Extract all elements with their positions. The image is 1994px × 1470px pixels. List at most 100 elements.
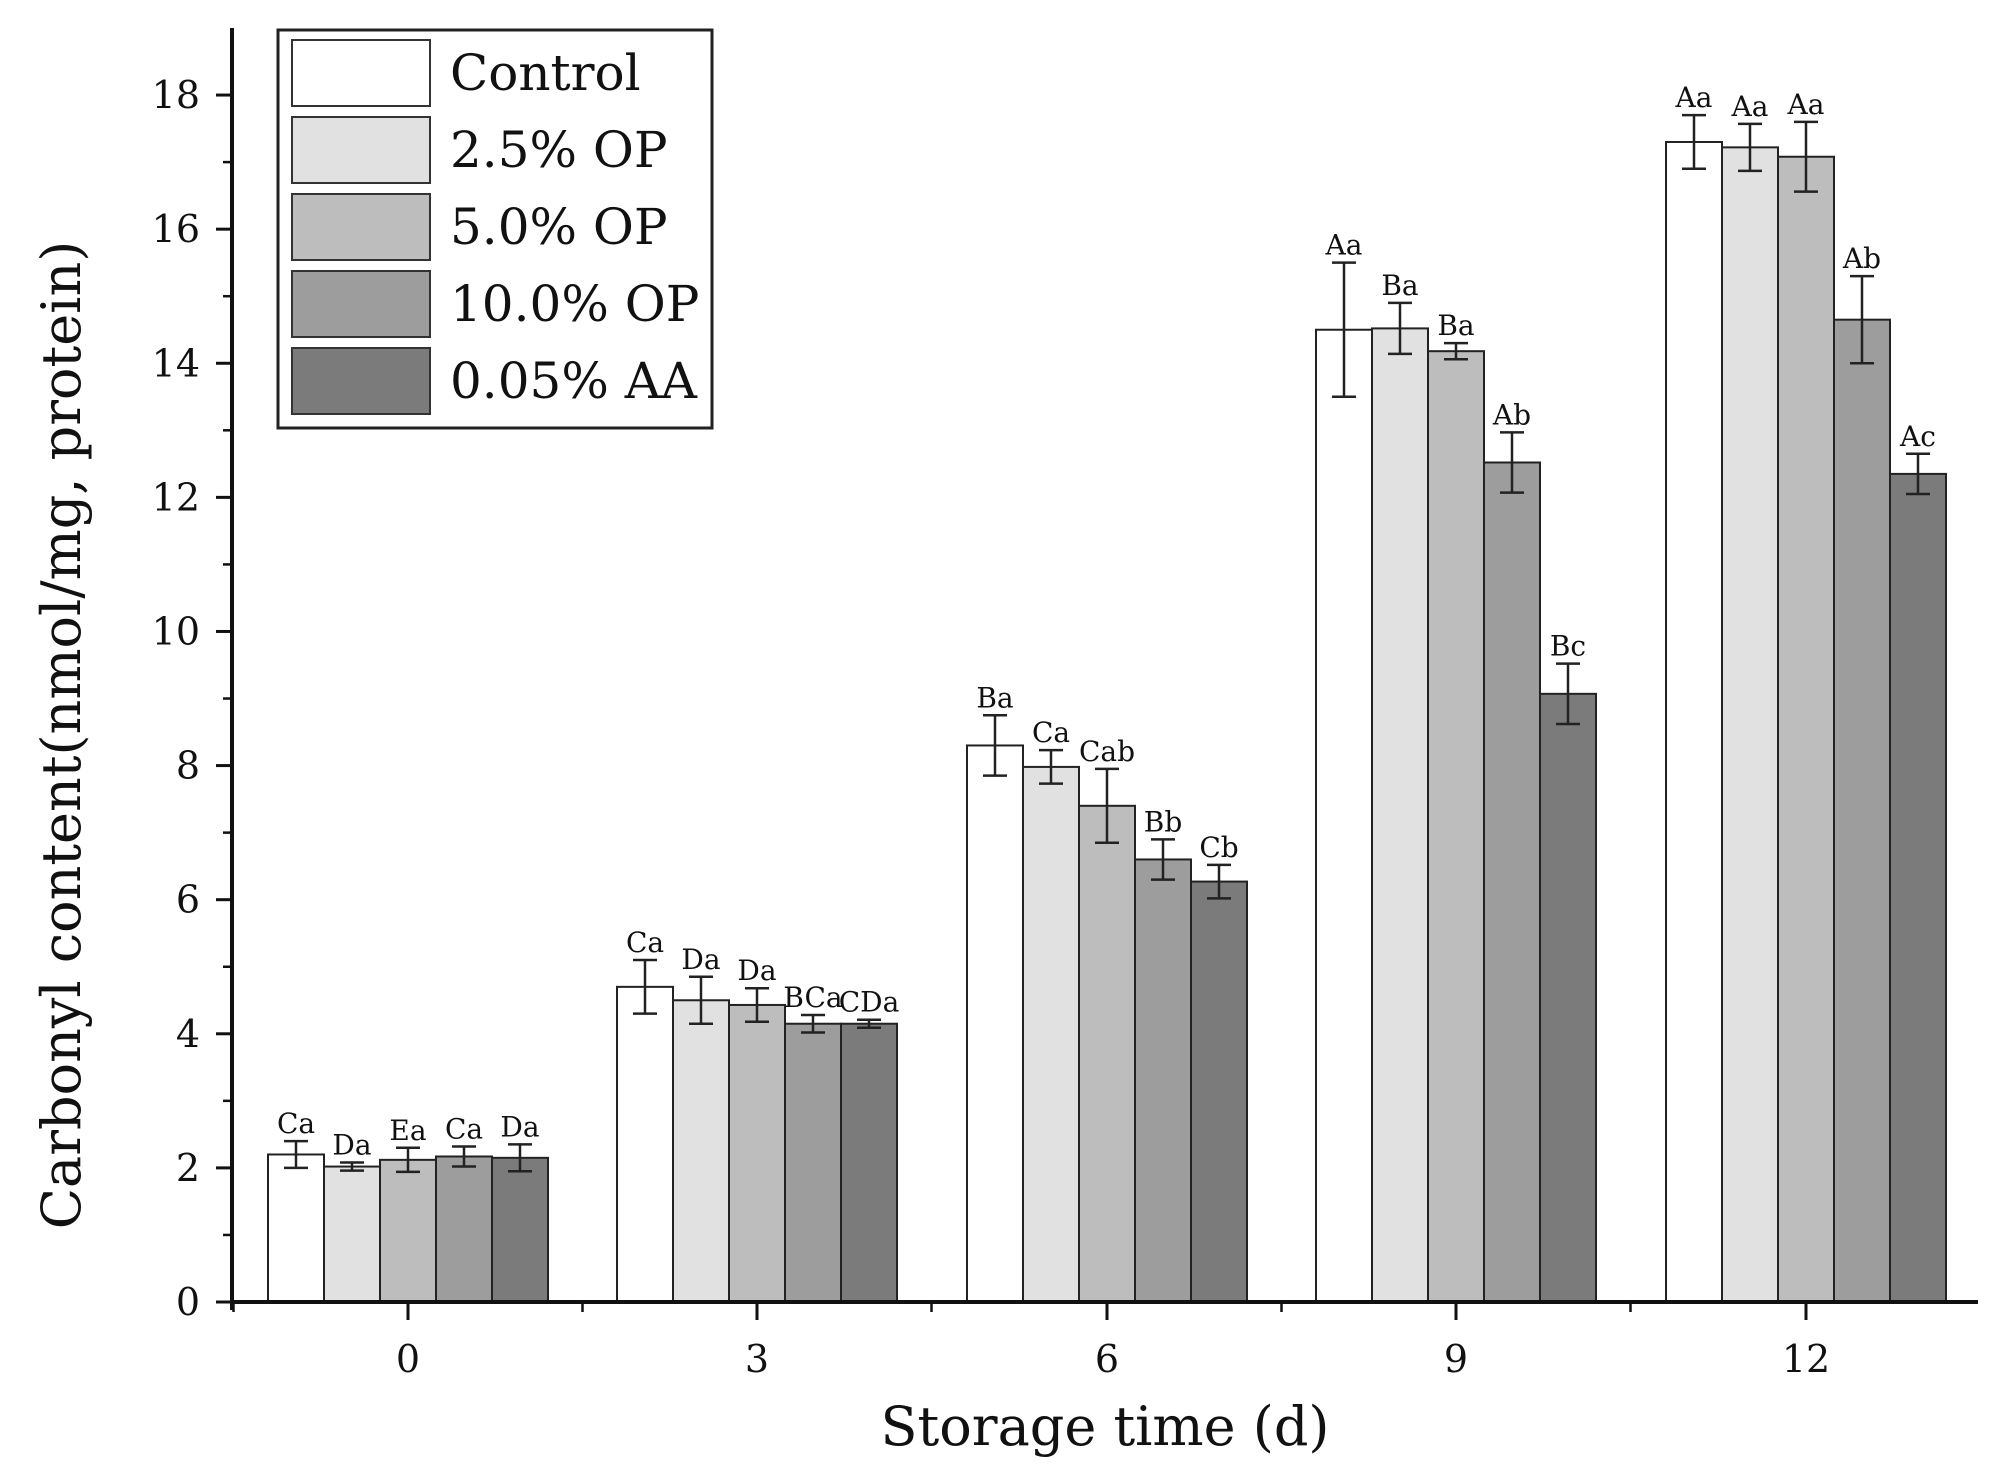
error-bar (284, 1139, 308, 1170)
significance-label: Da (332, 1129, 371, 1162)
error-bar (1738, 122, 1762, 173)
legend: Control 2.5% OP 5.0% OP 10.0% OP 0.05% AA (276, 28, 714, 430)
significance-label: Aa (1325, 229, 1363, 262)
bar-5-day-6 (1190, 880, 1248, 1304)
error-bar (1095, 767, 1119, 844)
significance-label: Ea (389, 1114, 426, 1147)
bar-1-day-0 (267, 1153, 325, 1304)
significance-label: Ca (277, 1107, 315, 1140)
x-axis-title: Storage time (d) (881, 1395, 1330, 1458)
significance-label: Cab (1079, 735, 1135, 768)
significance-label: Aa (1787, 88, 1825, 121)
bar-1-day-12 (1665, 140, 1723, 1303)
error-bar (1682, 113, 1706, 171)
x-tick-label: 0 (396, 1337, 420, 1381)
y-tick-label: 12 (152, 475, 200, 519)
error-bar (1444, 341, 1468, 361)
bar-1-day-6 (966, 744, 1024, 1303)
significance-label: BCa (783, 981, 842, 1014)
error-bar (983, 714, 1007, 777)
bar-4-day-9 (1483, 461, 1541, 1303)
error-bar (1500, 431, 1524, 494)
error-bar (857, 1018, 881, 1030)
y-tick-label: 18 (152, 73, 200, 117)
error-bar (1332, 261, 1356, 399)
bar-3-day-3 (728, 1003, 786, 1303)
error-bar (1388, 301, 1412, 356)
x-tick-label: 9 (1444, 1337, 1468, 1381)
error-bar (1556, 662, 1580, 726)
significance-label: CDa (839, 986, 900, 1019)
y-axis-title: Carbonyl content(nmol/mg, protein) (30, 241, 93, 1230)
x-tick-label: 3 (745, 1337, 769, 1381)
x-tick-label: 12 (1782, 1337, 1830, 1381)
error-bar (689, 975, 713, 1025)
error-bar (340, 1161, 364, 1172)
error-bar (1794, 120, 1818, 193)
significance-label: Ab (1492, 398, 1531, 431)
error-bar (396, 1146, 420, 1174)
bar-2-day-9 (1371, 327, 1429, 1303)
axes-layer: 0 2 4 6 8 10 12 14 16 18 0 3 6 9 12 (152, 28, 1978, 1381)
legend-label: 5.0% OP (450, 198, 668, 256)
y-tick-label: 10 (152, 609, 200, 653)
significance-label: Aa (1675, 81, 1713, 114)
y-tick-label: 0 (176, 1280, 200, 1324)
bar-3-day-12 (1777, 155, 1835, 1303)
significance-label: Cb (1199, 831, 1238, 864)
significance-label: Aa (1731, 90, 1769, 123)
error-bar (1039, 748, 1063, 785)
bar-3-day-0 (379, 1158, 437, 1303)
bar-2-day-3 (672, 999, 730, 1304)
bar-1-day-3 (616, 985, 674, 1304)
error-bar (1850, 274, 1874, 365)
error-bar (1906, 452, 1930, 496)
legend-swatch (291, 116, 431, 184)
significance-label: Ab (1842, 242, 1881, 275)
y-tick-label: 8 (176, 744, 200, 788)
significance-label: Ba (1437, 309, 1474, 342)
legend-label: 10.0% OP (450, 275, 699, 333)
error-bar (1207, 863, 1231, 900)
bar-3-day-9 (1427, 350, 1485, 1304)
y-tick-label: 16 (152, 207, 200, 251)
error-bar (801, 1013, 825, 1034)
error-bar (1151, 838, 1175, 881)
x-tick-label: 6 (1095, 1337, 1119, 1381)
error-bar (452, 1145, 476, 1168)
bar-5-day-9 (1539, 692, 1597, 1303)
bar-2-day-12 (1721, 146, 1779, 1304)
legend-swatch (291, 193, 431, 261)
significance-label: Da (737, 954, 776, 987)
y-tick-label: 6 (176, 878, 200, 922)
significance-label: Da (681, 943, 720, 976)
significance-label: Bb (1144, 805, 1183, 838)
legend-label: Control (450, 44, 641, 102)
bar-4-day-0 (435, 1155, 493, 1304)
significance-label: Ba (1381, 269, 1418, 302)
bar-3-day-6 (1078, 804, 1136, 1304)
significance-label: Ca (626, 926, 664, 959)
bar-4-day-3 (784, 1022, 842, 1303)
bar-4-day-12 (1833, 318, 1891, 1303)
bar-5-day-3 (840, 1022, 898, 1303)
error-bar (633, 958, 657, 1015)
bar-5-day-0 (491, 1156, 549, 1303)
legend-swatch (291, 39, 431, 107)
bar-5-day-12 (1889, 472, 1947, 1303)
significance-label: Bc (1550, 630, 1586, 663)
y-tick-label: 4 (176, 1012, 200, 1056)
legend-label: 0.05% AA (450, 352, 698, 410)
legend-label: 2.5% OP (450, 121, 668, 179)
bar-2-day-0 (323, 1165, 381, 1304)
significance-label: Da (500, 1110, 539, 1143)
error-bar (745, 986, 769, 1023)
y-tick-label: 14 (152, 341, 200, 385)
bar-2-day-6 (1022, 765, 1080, 1303)
significance-label: Ca (1032, 716, 1070, 749)
legend-swatch (291, 270, 431, 338)
legend-swatch (291, 347, 431, 415)
significance-label: Ba (976, 681, 1013, 714)
error-bar (508, 1143, 532, 1173)
